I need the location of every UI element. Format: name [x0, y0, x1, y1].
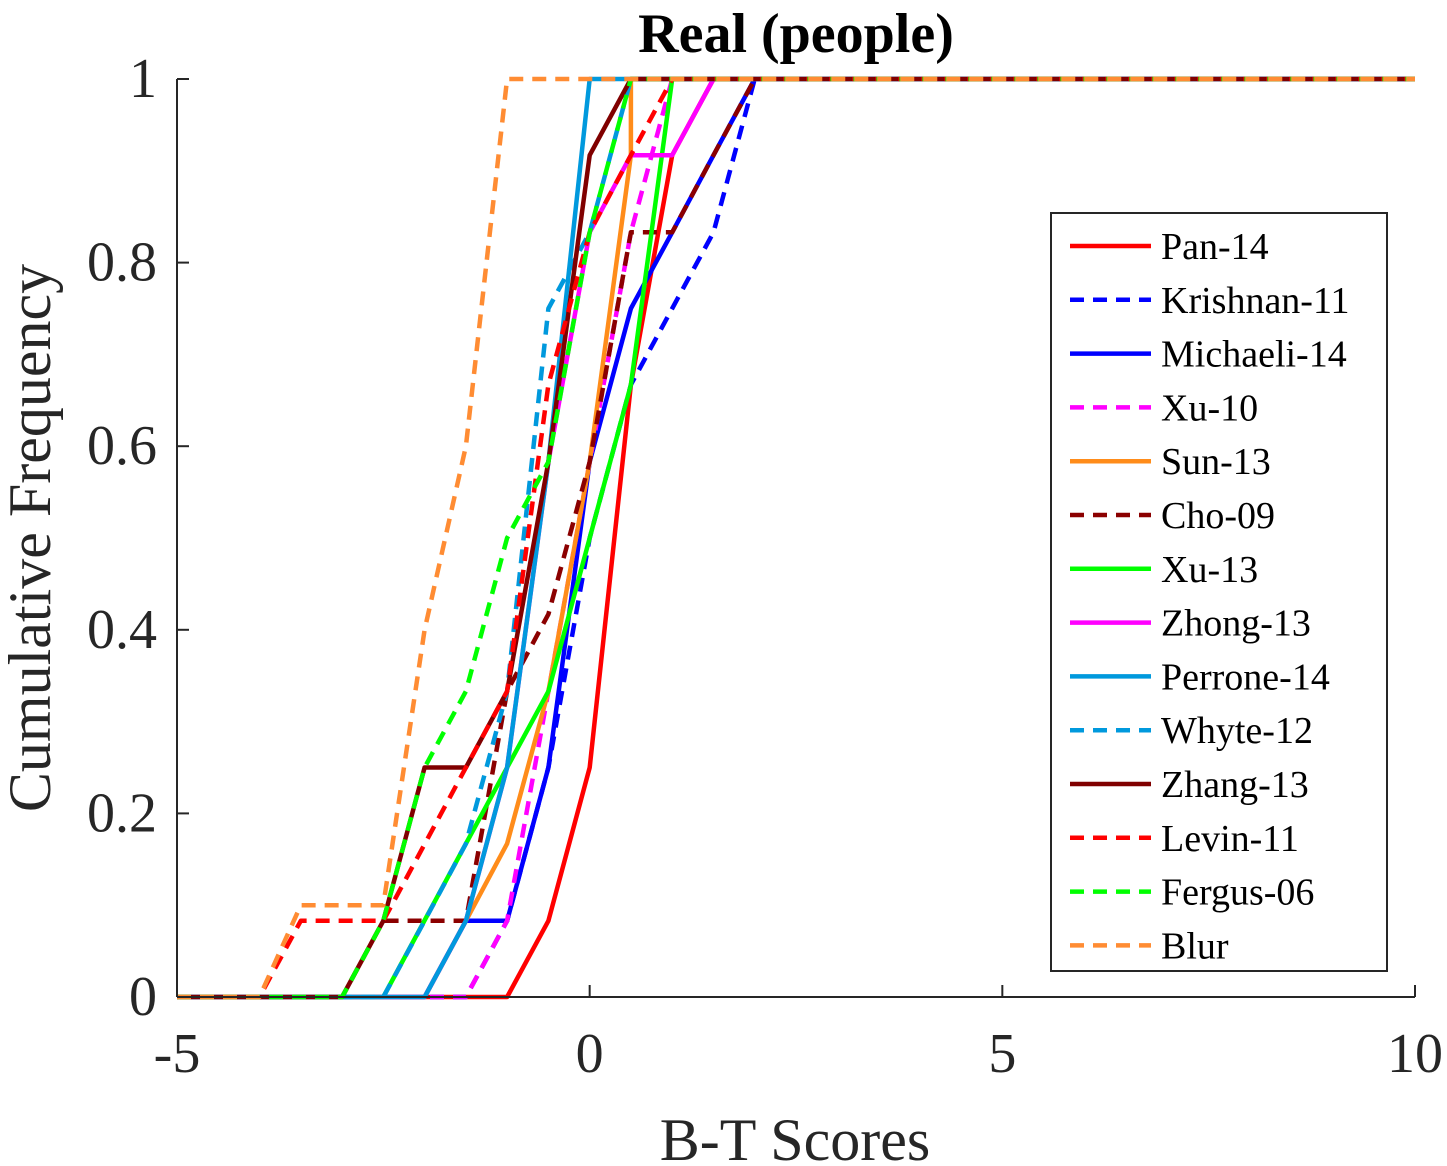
legend-label: Krishnan-11 — [1161, 280, 1350, 322]
x-axis-label: B-T Scores — [660, 1107, 931, 1166]
y-tick-label: 0.6 — [87, 415, 157, 477]
y-tick-label: 0.8 — [87, 232, 157, 294]
x-tick-label: 10 — [1387, 1023, 1443, 1085]
x-tick-label: 0 — [576, 1023, 604, 1085]
legend-label: Sun-13 — [1161, 441, 1271, 483]
legend: Pan-14 Krishnan-11 Michaeli-14 Xu-10 Sun-13 C… — [1050, 212, 1388, 972]
chart-title: Real (people) — [638, 3, 954, 65]
legend-label: Pan-14 — [1161, 226, 1269, 268]
series-layer — [177, 76, 1415, 1000]
series-line-levin-11 — [177, 76, 1415, 1000]
legend-label: Zhong-13 — [1161, 603, 1311, 645]
y-tick-label: 1 — [129, 48, 157, 110]
series-line-blur — [177, 76, 1415, 1000]
legend-label: Levin-11 — [1161, 818, 1299, 860]
x-tick-label: -5 — [154, 1023, 201, 1085]
series-line-cho-09 — [177, 76, 1415, 1000]
legend-label: Fergus-06 — [1161, 872, 1314, 914]
series-line-perrone-14 — [177, 76, 1415, 1000]
x-tick-label: 5 — [988, 1023, 1016, 1085]
y-tick-label: 0.2 — [87, 782, 157, 844]
legend-label: Xu-13 — [1161, 549, 1258, 591]
legend-label: Perrone-14 — [1161, 656, 1330, 698]
legend-label: Whyte-12 — [1161, 710, 1313, 752]
legend-label: Xu-10 — [1161, 387, 1258, 429]
legend-label: Michaeli-14 — [1161, 334, 1347, 376]
legend-label: Zhang-13 — [1161, 764, 1309, 806]
legend-box — [1050, 212, 1388, 972]
y-tick-label: 0.4 — [87, 599, 157, 661]
series-line-fergus-06 — [177, 76, 1415, 1000]
y-axis-label: Cumulative Frequency — [0, 264, 63, 812]
legend-label: Cho-09 — [1161, 495, 1275, 537]
y-tick-label: 0 — [129, 966, 157, 1028]
legend-label: Blur — [1161, 925, 1229, 967]
